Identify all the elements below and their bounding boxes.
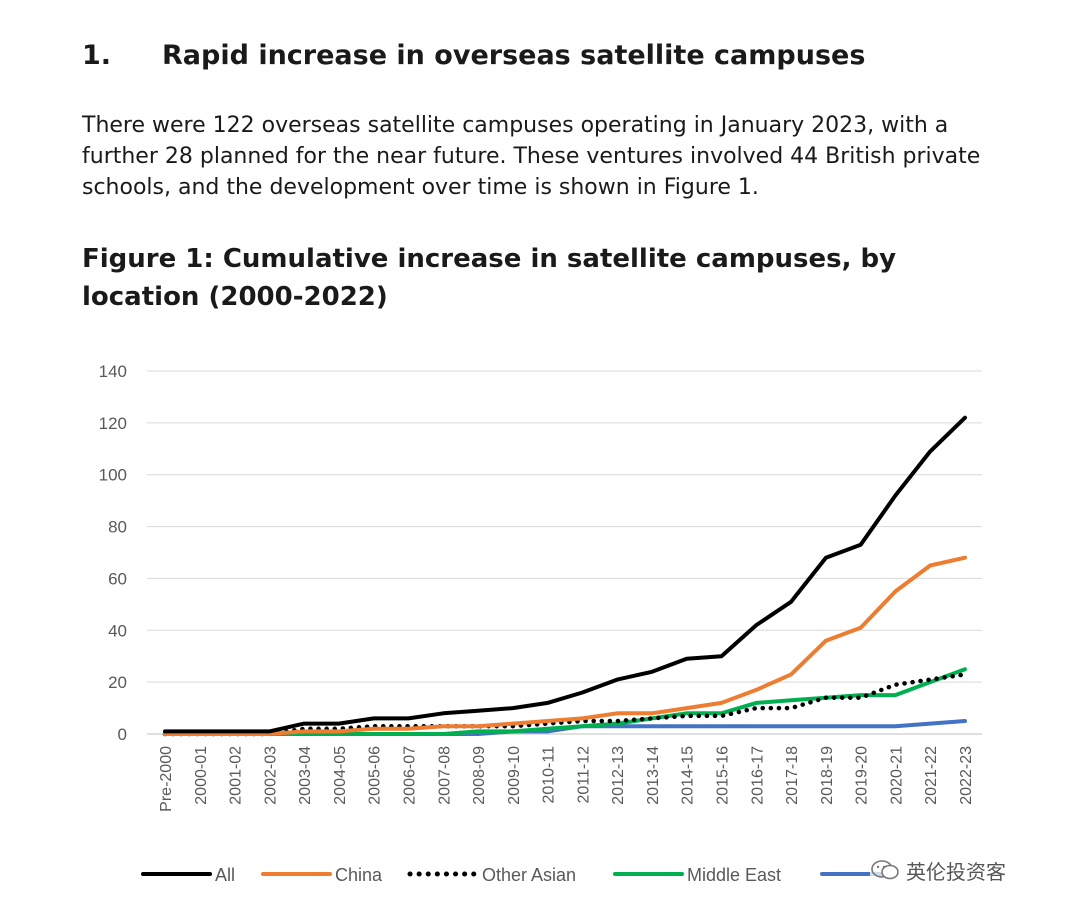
x-tick-label: 2009-10 (506, 746, 523, 805)
y-tick-label: 100 (99, 466, 127, 485)
x-tick-label: 2008-09 (471, 746, 488, 805)
line-chart: 0 20 40 60 80 100 120 140 Pre-2000 2000-01 2001-0… (99, 362, 982, 885)
x-tick-label: 2004-05 (332, 746, 349, 805)
x-tick-label: 2016-17 (749, 746, 766, 805)
chart-gridlines (147, 370, 982, 735)
chart-legend: All China Other Asian Middle East (141, 865, 891, 885)
x-tick-label: 2013-14 (645, 746, 662, 805)
series-line-middle-east (163, 667, 967, 736)
chart-series (162, 415, 968, 737)
x-tick-label: 2007-08 (436, 746, 453, 805)
x-tick-label: Pre-2000 (158, 746, 175, 812)
y-tick-label: 80 (108, 518, 127, 537)
intro-paragraph: There were 122 overseas satellite campus… (82, 113, 981, 200)
x-tick-label: 2015-16 (715, 746, 732, 805)
wechat-icon (871, 860, 899, 880)
x-tick-label: 2005-06 (367, 746, 384, 805)
legend-label: Middle East (687, 865, 781, 885)
figure-title: Figure 1: Cumulative increase in satelli… (82, 244, 897, 312)
x-tick-label: 2001-02 (228, 746, 245, 805)
series-line-all (163, 415, 967, 734)
legend-label: All (215, 865, 235, 885)
legend-label: China (335, 865, 383, 885)
y-tick-label: 120 (99, 414, 127, 433)
watermark-text: 英伦投资客 (906, 859, 1006, 884)
series-line-china (163, 555, 967, 736)
x-tick-label: 2000-01 (193, 746, 210, 805)
legend-label: Other Asian (482, 865, 576, 885)
x-tick-label: 2010-11 (541, 746, 558, 804)
x-tick-label: 2011-12 (575, 746, 592, 804)
x-axis: Pre-2000 2000-01 2001-02 2002-03 2003-04 2004… (158, 746, 975, 812)
x-tick-label: 2014-15 (680, 746, 697, 805)
x-tick-label: 2002-03 (262, 746, 279, 805)
x-tick-label: 2019-20 (854, 746, 871, 805)
watermark: 英伦投资客 (870, 855, 1065, 885)
x-tick-label: 2003-04 (297, 746, 314, 805)
x-tick-label: 2017-18 (784, 746, 801, 805)
y-tick-label: 140 (99, 362, 127, 381)
section-title: Rapid increase in overseas satellite cam… (162, 40, 866, 71)
section-heading: 1. Rapid increase in overseas satellite … (82, 40, 865, 71)
y-tick-label: 0 (118, 725, 127, 744)
x-tick-label: 2006-07 (401, 746, 418, 805)
y-tick-label: 20 (108, 673, 127, 692)
section-number: 1. (82, 40, 112, 71)
x-tick-label: 2021-22 (923, 746, 940, 805)
y-tick-label: 60 (108, 569, 127, 588)
y-axis: 0 20 40 60 80 100 120 140 (99, 362, 127, 744)
x-tick-label: 2022-23 (958, 746, 975, 805)
x-tick-label: 2012-13 (610, 746, 627, 805)
x-tick-label: 2020-21 (888, 746, 905, 805)
x-tick-label: 2018-19 (819, 746, 836, 805)
y-tick-label: 40 (108, 621, 127, 640)
